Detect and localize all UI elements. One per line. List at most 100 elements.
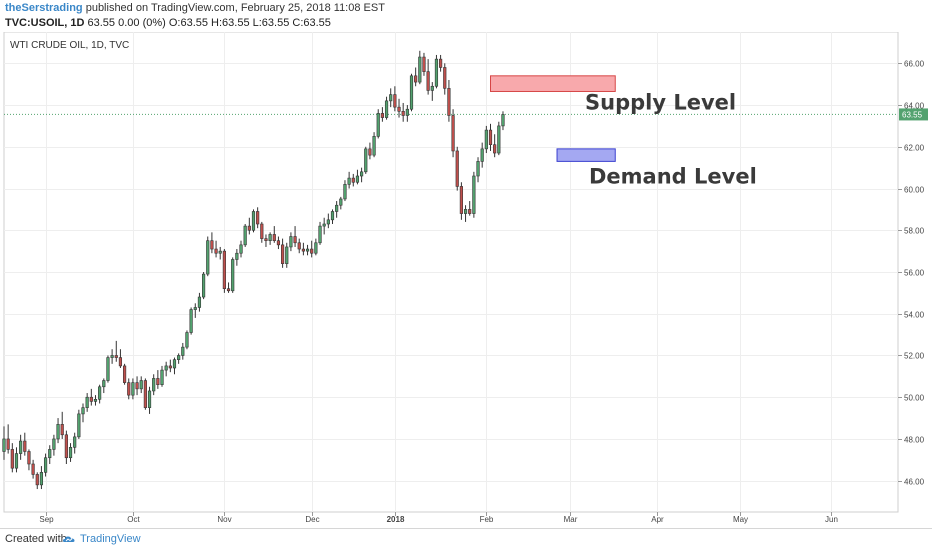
grid [3,32,899,513]
demand-label: Demand Level [589,164,757,188]
x-tick-label: Nov [217,515,231,524]
candle [10,443,14,473]
candle-body [31,463,35,475]
candle [156,370,160,389]
candle [43,453,48,477]
candle-body [430,85,434,91]
candle-body [98,386,102,400]
candle [335,201,339,218]
candle [206,236,210,277]
candle [23,432,27,456]
candle [102,378,106,394]
candle-body [418,56,422,83]
candle-body [10,449,14,469]
candle-body [360,171,364,177]
chart-area[interactable]: Supply Level Demand Level 46.00 48.00 50.00… [0,32,932,528]
candle-body [281,244,285,264]
tradingview-link[interactable]: TradingView [80,533,141,545]
x-tick-label: Feb [480,515,494,524]
y-tick-label: 58.00 [904,227,925,236]
y-tick-label: 46.00 [904,478,925,487]
candle-body [472,175,476,214]
candle [193,303,197,318]
x-tick-label: Oct [127,515,140,524]
candle-body [314,242,318,254]
candle [2,426,6,460]
candle [497,121,501,156]
candle-body [14,453,19,469]
candle-body [202,273,206,298]
candle [430,82,434,101]
candle [393,86,397,112]
candle [68,443,73,462]
candle [285,242,289,268]
candle [85,393,89,412]
candle [251,209,256,233]
candle [268,232,272,245]
candle [64,430,68,464]
candle-body [439,58,443,68]
candle [247,217,251,235]
candle-body [343,184,347,200]
candle-body [68,447,73,459]
candle-body [214,248,218,254]
candle-body [118,357,123,367]
candle [210,232,214,254]
candle [6,424,10,454]
y-tick-label: 54.00 [904,311,925,320]
y-tick-label: 64.00 [904,102,925,111]
candle-body [301,248,305,252]
candle-body [468,209,472,214]
candle-body [210,240,214,250]
x-tick-label: Dec [305,515,319,524]
candle-body [347,177,351,185]
candle-body [177,355,181,360]
candle-body [81,407,85,415]
candle [218,246,222,260]
candle [364,146,368,174]
candle-body [493,144,497,154]
candle [376,109,380,139]
candle-body [339,198,343,206]
candle-body [114,355,118,358]
candle [214,240,218,258]
candle [31,459,35,479]
supply-label: Supply Level [585,90,736,114]
candle [152,374,156,396]
candle [118,349,123,368]
x-tick-label: Apr [651,515,664,524]
candle [143,378,147,410]
price-chart[interactable]: Supply Level Demand Level 46.00 48.00 50.00… [0,32,932,528]
candle-body [285,246,289,264]
candle [185,330,189,350]
candle [139,376,143,394]
candle-body [297,242,301,250]
candle [305,244,310,256]
candle-body [64,434,68,459]
candle [164,361,168,377]
candle [131,378,135,400]
candle-body [89,396,93,402]
publish-info: published on TradingView.com, February 2… [85,2,385,14]
candle-body [247,225,251,231]
candle [39,466,44,490]
last-price-tag [899,108,928,121]
candle [260,221,264,243]
candle-body [372,136,376,156]
candle-body [409,75,414,110]
candle-body [459,186,463,214]
y-tick-label: 52.00 [904,352,925,361]
candle-body [305,248,310,252]
candle [488,123,493,151]
candle-body [355,175,360,183]
author-link[interactable]: theSerstrading [5,2,83,14]
candle-body [131,382,135,396]
candle [19,434,23,460]
candle-body [35,474,39,486]
symbol-label: TVC:USOIL, 1D [5,17,85,29]
candle [443,63,447,95]
candle [422,52,426,76]
footer: Created with TradingView [0,528,932,551]
candle [314,238,318,256]
created-with-label: Created with [5,533,67,545]
